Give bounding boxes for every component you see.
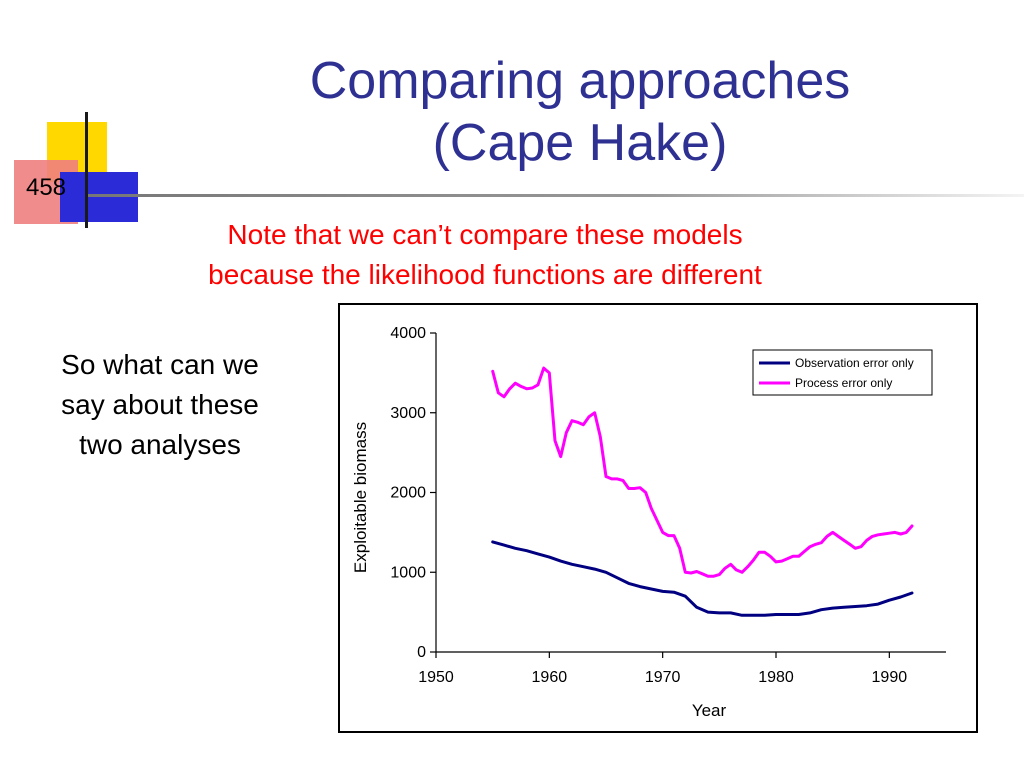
body-text-line-2: say about these: [61, 389, 259, 420]
body-text-line-1: So what can we: [61, 349, 259, 380]
biomass-chart: 0 1000 2000 3000 4000 1950 1960 1970 1980 1990 Yea…: [351, 325, 946, 720]
x-tick-label: 1970: [645, 669, 681, 686]
chart-frame: 0 1000 2000 3000 4000 1950 1960 1970 1980 1990 Yea…: [338, 303, 978, 733]
decoration-vertical-line: [85, 112, 88, 228]
slide-title-line-1: Comparing approaches: [309, 52, 851, 110]
x-axis-title: Year: [692, 701, 727, 720]
legend-label: Observation error only: [795, 356, 914, 370]
x-tick-label: 1990: [872, 669, 908, 686]
series-line-process-error: [491, 366, 914, 578]
x-tick-label: 1960: [532, 669, 568, 686]
y-tick-label: 0: [417, 644, 426, 661]
y-tick-label: 3000: [390, 405, 426, 422]
y-axis-title: Exploitable biomass: [351, 422, 370, 573]
legend-label: Process error only: [795, 376, 892, 390]
title-divider-line: [88, 194, 1024, 197]
x-tick-label: 1980: [758, 669, 794, 686]
y-tick-label: 2000: [390, 485, 426, 502]
y-tick-label: 1000: [390, 564, 426, 581]
legend-box: [752, 349, 933, 396]
body-text-line-3: two analyses: [79, 429, 241, 460]
slide-note-line-1: Note that we can’t compare these models: [227, 219, 743, 250]
body-text: So what can we say about these two analy…: [20, 345, 300, 465]
decoration-blue-square: [60, 172, 138, 222]
slide-note-line-2: because the likelihood functions are dif…: [208, 259, 762, 290]
y-tick-label: 4000: [390, 325, 426, 342]
series-line-observation-error: [491, 540, 914, 617]
x-tick-label: 1950: [418, 669, 454, 686]
slide-title-line-2: (Cape Hake): [432, 114, 728, 172]
slide-title: Comparing approaches (Cape Hake): [230, 50, 930, 174]
slide-number: 458: [25, 174, 67, 201]
slide-note: Note that we can’t compare these models …: [120, 215, 850, 295]
